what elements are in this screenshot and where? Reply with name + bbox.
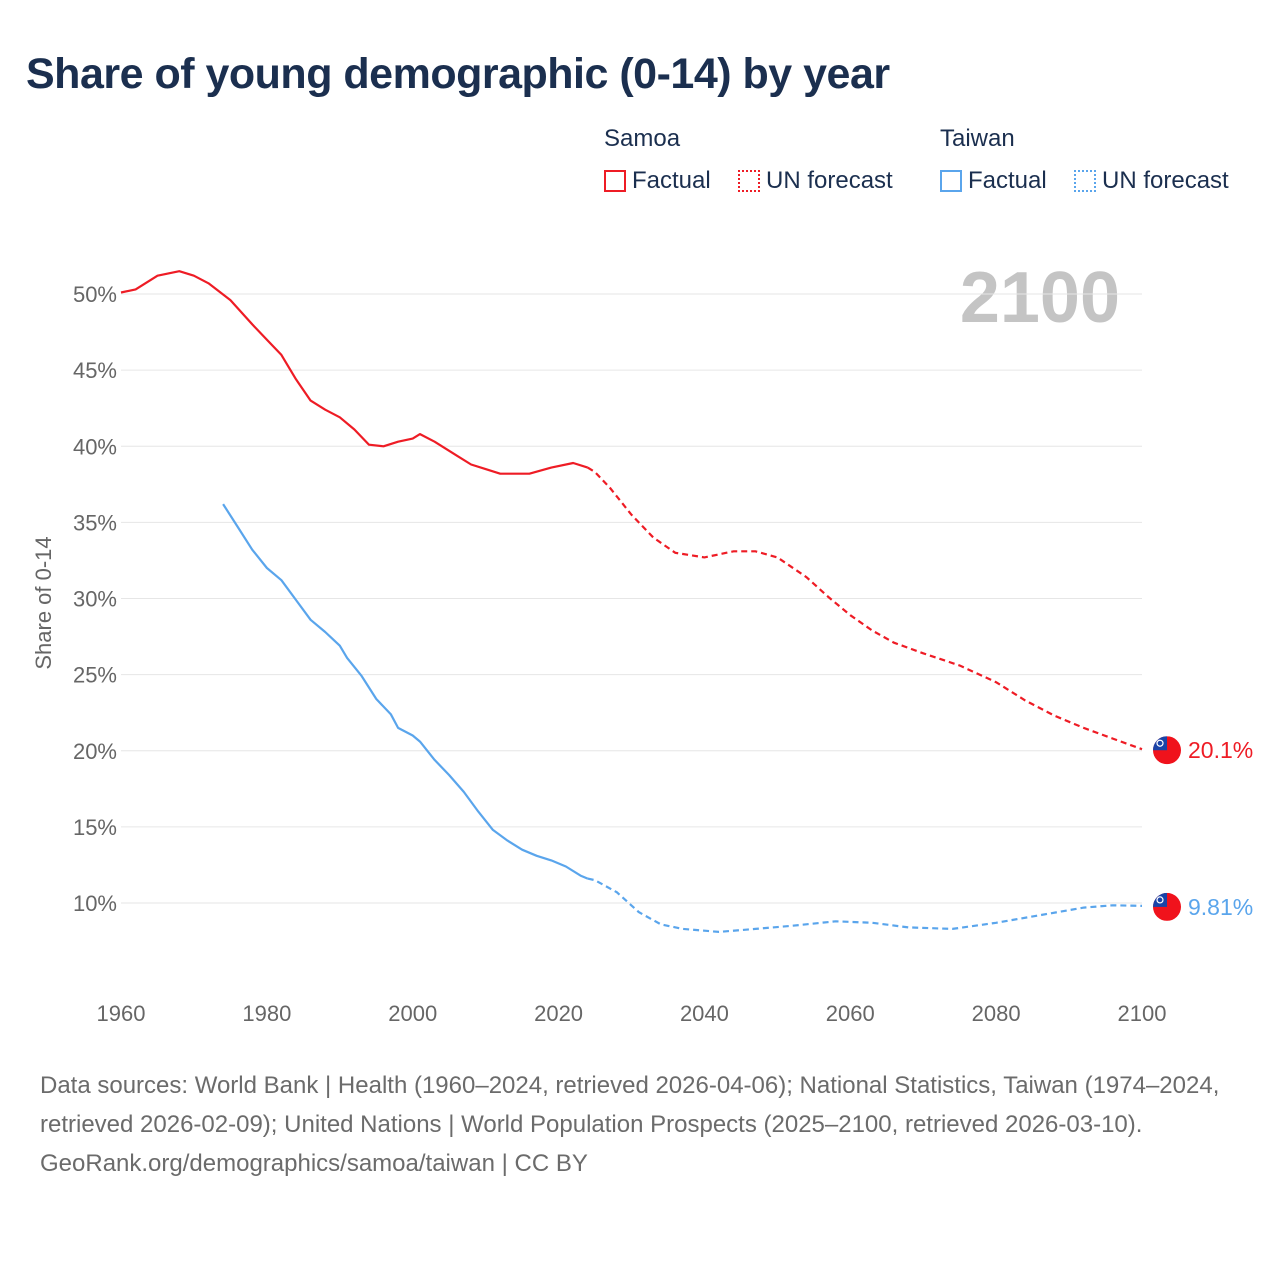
y-tick-label: 45% xyxy=(73,358,117,383)
samoa-flag-icon xyxy=(1153,736,1181,765)
legend-group-samoa: Samoa xyxy=(604,125,681,152)
legend-label: Factual xyxy=(968,167,1047,194)
y-tick-label: 15% xyxy=(73,815,117,840)
x-tick-label: 2100 xyxy=(1118,1001,1167,1026)
legend-label: UN forecast xyxy=(1102,167,1229,194)
legend-label: Factual xyxy=(632,167,711,194)
chart-title: Share of young demographic (0-14) by yea… xyxy=(26,50,890,98)
x-tick-label: 2080 xyxy=(972,1001,1021,1026)
footer: Data sources: World Bank | Health (1960–… xyxy=(40,1066,1250,1183)
year-indicator: 2100 xyxy=(960,258,1120,338)
y-tick-label: 30% xyxy=(73,587,117,612)
plot-area: 2100 Share of 0-14 10% 15% 20% 25% 30% 35% 40%… xyxy=(31,258,1253,1026)
y-tick-label: 25% xyxy=(73,663,117,688)
x-tick-label: 2000 xyxy=(388,1001,437,1026)
data-sources: Data sources: World Bank | Health (1960–… xyxy=(40,1072,1220,1138)
legend-group-taiwan: Taiwan xyxy=(940,125,1015,152)
samoa-forecast-line xyxy=(587,466,1143,751)
taiwan-forecast-line xyxy=(587,877,1143,934)
legend-samoa-factual[interactable]: Factual xyxy=(604,167,711,195)
legend-taiwan-factual[interactable]: Factual xyxy=(940,167,1047,195)
x-tick-label: 1980 xyxy=(242,1001,291,1026)
x-tick-label: 2040 xyxy=(680,1001,729,1026)
taiwan-end-label: 9.81% xyxy=(1188,894,1253,920)
y-tick-label: 40% xyxy=(73,434,117,459)
x-tick-label: 2020 xyxy=(534,1001,583,1026)
samoa-end-label: 20.1% xyxy=(1188,737,1253,763)
y-tick-label: 50% xyxy=(73,282,117,307)
legend-swatch-dotted xyxy=(1074,170,1096,192)
legend-samoa-forecast[interactable]: UN forecast xyxy=(738,167,893,195)
legend-taiwan-forecast[interactable]: UN forecast xyxy=(1074,167,1229,195)
x-tick-label: 1960 xyxy=(97,1001,146,1026)
y-tick-label: 35% xyxy=(73,510,117,535)
y-axis-label: Share of 0-14 xyxy=(31,536,56,669)
samoa-factual-line xyxy=(120,270,589,475)
y-tick-label: 20% xyxy=(73,739,117,764)
legend-swatch-solid xyxy=(604,170,626,192)
legend-label: UN forecast xyxy=(766,167,893,194)
taiwan-flag-icon xyxy=(1153,892,1181,921)
y-tick-label: 10% xyxy=(73,891,117,916)
x-tick-label: 2060 xyxy=(826,1001,875,1026)
credit-link[interactable]: GeoRank.org/demographics/samoa/taiwan | … xyxy=(40,1150,588,1177)
taiwan-factual-line xyxy=(222,503,589,880)
legend-swatch-dotted xyxy=(738,170,760,192)
legend-swatch-solid xyxy=(940,170,962,192)
